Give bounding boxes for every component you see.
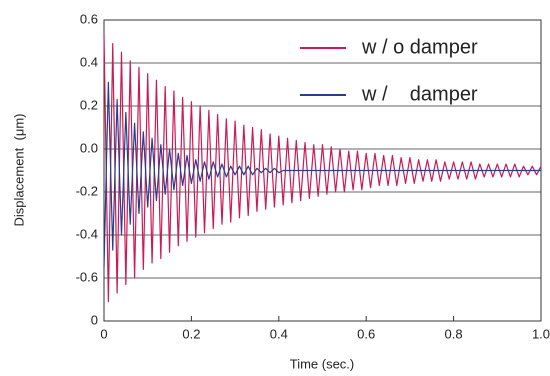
y-tick-label: 0.6 xyxy=(80,11,98,26)
x-axis-label: Time (sec.) xyxy=(290,356,355,371)
x-tick-label: 0.2 xyxy=(182,326,200,341)
y-tick-label: -0.6 xyxy=(76,269,98,284)
x-tick-label: 1.0 xyxy=(532,326,550,341)
x-tick-label: 0 xyxy=(100,326,107,341)
y-tick-label: 0 xyxy=(91,312,98,327)
series-line xyxy=(103,81,541,268)
x-tick-label: 0.8 xyxy=(445,326,463,341)
y-tick-label: 0.2 xyxy=(80,97,98,112)
y-tick-label: 0.4 xyxy=(80,54,98,69)
series-line xyxy=(103,35,542,303)
y-tick-label: 0.0 xyxy=(80,140,98,155)
x-tick-label: 0.4 xyxy=(270,326,288,341)
y-tick-label: -0.4 xyxy=(76,226,98,241)
legend-label: w / o damper xyxy=(361,36,478,58)
x-tick-label: 0.6 xyxy=(357,326,375,341)
y-axis-label: Displacement (μm) xyxy=(11,114,26,227)
y-tick-label: -0.2 xyxy=(76,183,98,198)
legend-label: w / damper xyxy=(361,83,478,105)
